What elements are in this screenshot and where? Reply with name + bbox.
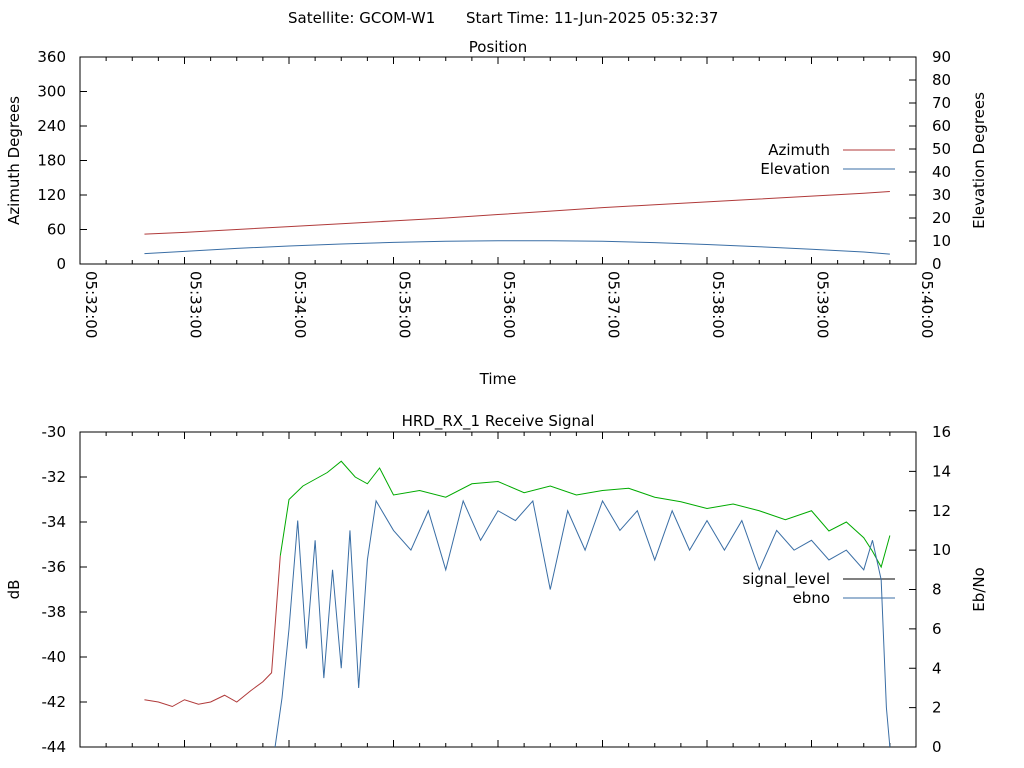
y-tick-label: -34 xyxy=(42,513,67,531)
y2-tick-label: 90 xyxy=(932,48,951,66)
y-tick-label: 60 xyxy=(47,221,66,239)
y2-tick-label: 12 xyxy=(932,502,951,520)
y2-tick-label: 8 xyxy=(932,581,942,599)
chart-title: HRD_RX_1 Receive Signal xyxy=(402,412,595,431)
y2-tick-label: 70 xyxy=(932,94,951,112)
ebno-line xyxy=(274,499,891,748)
y2-tick-label: 16 xyxy=(932,423,951,441)
x-tick-label: 05:36:00 xyxy=(500,271,518,338)
y-tick-label: -36 xyxy=(42,558,67,576)
x-tick-label: 05:35:00 xyxy=(396,271,414,338)
y2-tick-label: 40 xyxy=(932,163,951,181)
y-tick-label: -38 xyxy=(42,603,67,621)
y2-tick-label: 10 xyxy=(932,232,951,250)
y-tick-label: 240 xyxy=(37,117,66,135)
y-tick-label: -40 xyxy=(42,648,67,666)
y2-tick-label: 4 xyxy=(932,659,942,677)
y2-tick-label: 50 xyxy=(932,140,951,158)
y2-tick-label: 20 xyxy=(932,209,951,227)
elevation-line xyxy=(144,240,890,255)
y-tick-label: 0 xyxy=(56,255,66,273)
y-tick-label: 120 xyxy=(37,186,66,204)
y-axis-label: dB xyxy=(5,580,23,600)
y-tick-label: 300 xyxy=(37,83,66,101)
y2-tick-label: 14 xyxy=(932,462,951,480)
y2-tick-label: 60 xyxy=(932,117,951,135)
satellite-label: Satellite: GCOM-W1 xyxy=(288,9,435,27)
legend-label-signal-level: signal_level xyxy=(742,570,830,589)
y2-tick-label: 10 xyxy=(932,541,951,559)
signal-level-line xyxy=(144,555,281,708)
position-chart: Position 0 60 120 180 240 300 360 0 10 20 30 40 50 60 7… xyxy=(5,38,988,388)
signal-level-line xyxy=(279,460,891,569)
y2-tick-label: 2 xyxy=(932,699,942,717)
x-tick-label: 05:39:00 xyxy=(814,271,832,338)
plot-frame xyxy=(79,431,917,748)
y-tick-label: -44 xyxy=(42,738,67,756)
x-tick-label: 05:34:00 xyxy=(291,271,309,338)
y-tick-label: 180 xyxy=(37,152,66,170)
legend-label-azimuth: Azimuth xyxy=(768,141,830,159)
x-tick-label: 05:32:00 xyxy=(82,271,100,338)
y-axis-label: Azimuth Degrees xyxy=(5,96,23,225)
x-tick-label: 05:37:00 xyxy=(605,271,623,338)
legend-label-elevation: Elevation xyxy=(760,160,830,178)
x-axis-label: Time xyxy=(479,370,517,388)
x-tick-label: 05:40:00 xyxy=(918,271,936,338)
y-tick-label: -32 xyxy=(42,468,67,486)
y2-tick-label: 0 xyxy=(932,255,942,273)
y2-tick-label: 0 xyxy=(932,738,942,756)
y-tick-label: 360 xyxy=(37,48,66,66)
legend-label-ebno: ebno xyxy=(793,589,830,607)
chart-title: Position xyxy=(469,38,527,56)
y2-tick-label: 80 xyxy=(932,71,951,89)
y-tick-label: -42 xyxy=(42,693,67,711)
y2-axis-label: Elevation Degrees xyxy=(970,92,988,229)
start-time-label: Start Time: 11-Jun-2025 05:32:37 xyxy=(466,9,718,27)
y2-tick-label: 6 xyxy=(932,620,942,638)
y2-axis-label: Eb/No xyxy=(970,567,988,611)
x-tick-label: 05:33:00 xyxy=(187,271,205,338)
receive-signal-chart: HRD_RX_1 Receive Signal -30 -32 -34 -36 -38 -4… xyxy=(5,412,988,756)
y2-tick-label: 30 xyxy=(932,186,951,204)
azimuth-line xyxy=(144,191,890,235)
x-tick-label: 05:38:00 xyxy=(709,271,727,338)
y-tick-label: -30 xyxy=(42,423,67,441)
